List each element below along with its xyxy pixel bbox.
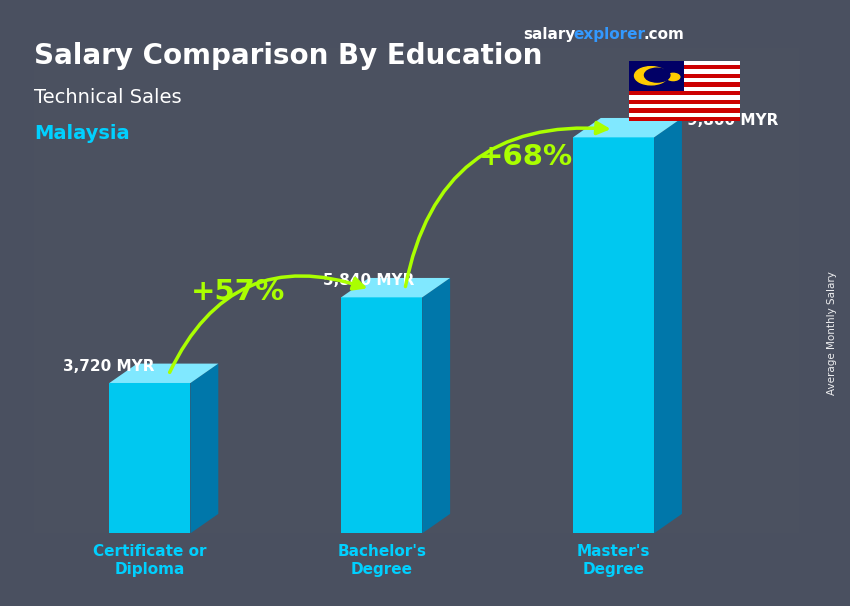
Polygon shape — [110, 364, 218, 383]
Bar — [629, 104, 740, 108]
Bar — [629, 65, 740, 69]
Text: 3,720 MYR: 3,720 MYR — [63, 359, 155, 374]
Text: explorer: explorer — [574, 27, 646, 42]
Bar — [629, 117, 740, 121]
Bar — [110, 383, 190, 533]
Text: 9,800 MYR: 9,800 MYR — [687, 113, 778, 128]
Bar — [629, 95, 740, 99]
Text: +68%: +68% — [479, 143, 573, 171]
Polygon shape — [573, 118, 682, 138]
Text: +57%: +57% — [191, 278, 285, 306]
Bar — [629, 69, 740, 73]
Text: salary: salary — [523, 27, 575, 42]
Polygon shape — [654, 118, 682, 533]
Text: Technical Sales: Technical Sales — [34, 88, 182, 107]
Bar — [629, 61, 684, 91]
Text: Malaysia: Malaysia — [34, 124, 129, 143]
Bar — [629, 108, 740, 113]
Text: 5,840 MYR: 5,840 MYR — [323, 273, 414, 288]
Bar — [341, 298, 422, 533]
Bar — [573, 138, 655, 533]
Bar — [629, 73, 740, 78]
Bar — [629, 78, 740, 82]
Bar — [629, 87, 740, 91]
Text: Average Monthly Salary: Average Monthly Salary — [827, 271, 837, 395]
Bar — [629, 99, 740, 104]
Text: .com: .com — [643, 27, 684, 42]
Circle shape — [634, 67, 668, 85]
Polygon shape — [422, 278, 450, 533]
Polygon shape — [190, 364, 218, 533]
Bar — [629, 82, 740, 87]
Bar — [629, 61, 740, 65]
Text: Salary Comparison By Education: Salary Comparison By Education — [34, 42, 542, 70]
Polygon shape — [341, 278, 450, 298]
Circle shape — [666, 73, 680, 81]
Circle shape — [644, 68, 670, 82]
Bar — [629, 91, 740, 95]
Bar — [629, 113, 740, 117]
